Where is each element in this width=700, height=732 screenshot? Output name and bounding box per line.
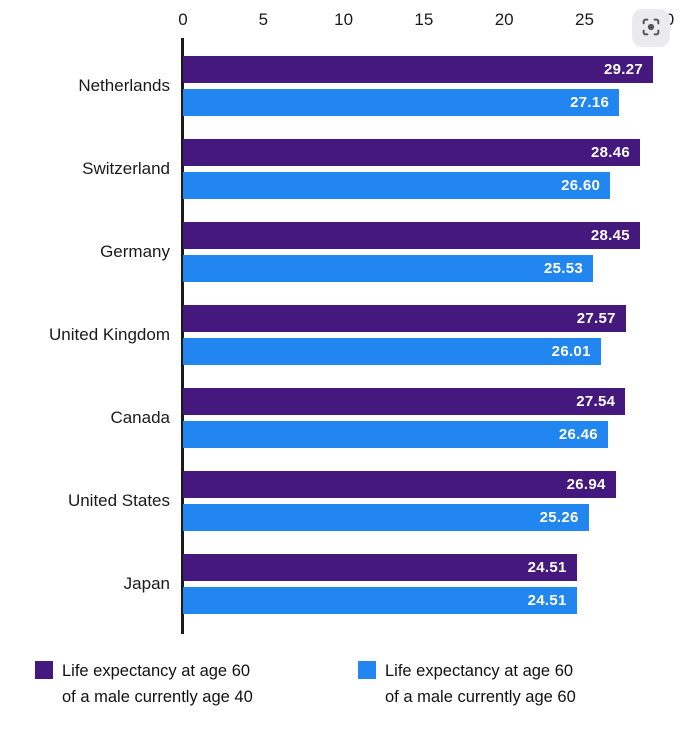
bar-value-label: 27.54 xyxy=(576,393,616,410)
lens-scan-icon xyxy=(640,16,662,41)
x-tick-label: 10 xyxy=(334,10,354,29)
category-label: Switzerland xyxy=(82,159,170,178)
bar-life-expectancy-age40: 26.94 xyxy=(183,471,616,498)
bar-value-label: 26.94 xyxy=(566,476,606,493)
bar-life-expectancy-age60: 27.16 xyxy=(183,89,620,116)
legend-label-line: of a male currently age 60 xyxy=(385,688,576,706)
bar-value-label: 28.46 xyxy=(591,144,631,161)
category-label: United Kingdom xyxy=(49,325,170,344)
bar-value-label: 29.27 xyxy=(604,61,644,78)
bar-life-expectancy-age60: 25.26 xyxy=(183,504,589,531)
legend-label-line: Life expectancy at age 60 xyxy=(62,662,251,680)
bar-life-expectancy-age60: 26.46 xyxy=(183,421,608,448)
bar-life-expectancy-age60: 26.60 xyxy=(183,172,611,199)
category-label: Netherlands xyxy=(78,76,170,95)
bar-life-expectancy-age40: 27.54 xyxy=(183,388,626,415)
bar-value-label: 28.45 xyxy=(590,227,630,244)
legend-label-line: of a male currently age 40 xyxy=(62,688,253,706)
category-label: Japan xyxy=(123,574,170,593)
bar-value-label: 26.60 xyxy=(561,177,601,194)
bar-life-expectancy-age40: 28.46 xyxy=(183,139,641,166)
bar-value-label: 27.57 xyxy=(576,310,616,327)
bar-value-label: 24.51 xyxy=(527,559,567,576)
x-tick-label: 15 xyxy=(414,10,434,29)
legend-label: Life expectancy at age 60 of a male curre… xyxy=(62,658,253,710)
lens-scan-button[interactable] xyxy=(632,9,670,47)
bar-value-label: 26.01 xyxy=(551,343,591,360)
bar-value-label: 26.46 xyxy=(558,426,598,443)
legend-label: Life expectancy at age 60 of a male curre… xyxy=(385,658,576,710)
legend-swatch xyxy=(35,661,53,679)
y-axis-line xyxy=(181,38,184,634)
bar-life-expectancy-age40: 29.27 xyxy=(183,56,654,83)
legend-item: Life expectancy at age 60 of a male curre… xyxy=(358,658,576,710)
bar-life-expectancy-age40: 28.45 xyxy=(183,222,640,249)
bar-life-expectancy-age60: 26.01 xyxy=(183,338,601,365)
bar-value-label: 25.26 xyxy=(539,509,579,526)
category-label: United States xyxy=(67,491,170,510)
legend-item: Life expectancy at age 60 of a male curre… xyxy=(35,658,253,710)
legend-label-line: Life expectancy at age 60 xyxy=(385,662,574,680)
bar-life-expectancy-age40: 24.51 xyxy=(183,554,577,581)
bar-value-label: 24.51 xyxy=(527,592,567,609)
category-label: Canada xyxy=(110,408,170,427)
bar-value-label: 27.16 xyxy=(570,94,610,111)
x-tick-label: 0 xyxy=(178,10,188,29)
x-tick-label: 20 xyxy=(494,10,514,29)
bar-life-expectancy-age40: 27.57 xyxy=(183,305,626,332)
bar-life-expectancy-age60: 25.53 xyxy=(183,255,593,282)
category-label: Germany xyxy=(100,242,170,261)
bar-life-expectancy-age60: 24.51 xyxy=(183,587,577,614)
x-tick-label: 5 xyxy=(258,10,269,29)
x-tick-label: 25 xyxy=(575,10,594,29)
legend-swatch xyxy=(358,661,376,679)
bar-value-label: 25.53 xyxy=(543,260,583,277)
